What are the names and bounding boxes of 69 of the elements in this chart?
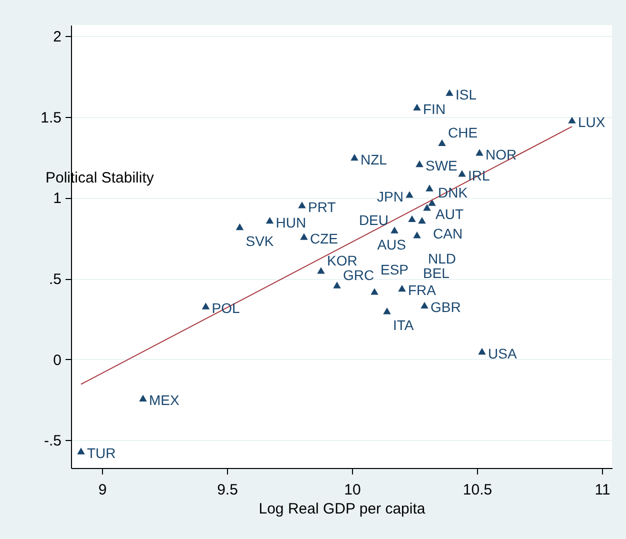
point (418, 216, 426, 224)
point (350, 154, 358, 161)
point (416, 160, 424, 168)
annotation: NOR (486, 146, 517, 162)
annotation: BEL (423, 264, 450, 281)
point (476, 149, 484, 156)
annotation: ESP (380, 261, 409, 278)
point (438, 139, 446, 146)
annotation: FIN (423, 101, 446, 118)
annotation: NLD (428, 250, 456, 266)
y-tick-label: 1 (53, 190, 62, 208)
annotation: GBR (430, 299, 461, 316)
x-tick-label: 11 (594, 482, 610, 498)
point (413, 232, 421, 238)
point (413, 104, 421, 110)
point (236, 223, 244, 230)
annotation: CHE (448, 124, 478, 141)
x-tick-label: 10.5 (462, 482, 492, 498)
point (390, 226, 398, 234)
point (458, 170, 466, 177)
point (77, 448, 85, 454)
point (420, 302, 428, 309)
annotation: USA (488, 345, 518, 362)
annotation: GRC (343, 266, 374, 283)
annotation: SWE (426, 158, 458, 174)
point (428, 199, 436, 206)
point (478, 348, 486, 355)
annotation: MEX (149, 392, 180, 408)
point (398, 284, 406, 292)
annotation: AUT (436, 206, 464, 222)
annotation: JPN (377, 188, 404, 204)
annotation: SVK (246, 232, 274, 249)
y-tick-label: 2 (53, 28, 62, 46)
y-tick-label: -.5 (44, 432, 62, 450)
annotation: DEU (358, 212, 388, 228)
annotation: CZE (310, 230, 338, 246)
annotation: ISL (456, 86, 477, 103)
y-tick-label: 1.5 (40, 109, 62, 126)
annotation: PRT (308, 198, 336, 215)
annotation: NZL (360, 151, 388, 168)
x-tick-label: 9.5 (217, 482, 238, 498)
annotation: KOR (327, 252, 358, 268)
point (202, 302, 210, 310)
point (383, 307, 391, 314)
point (426, 184, 434, 192)
point (446, 89, 454, 96)
point (568, 116, 576, 124)
annotation: TUR (87, 445, 116, 462)
point (300, 233, 308, 240)
x-tick-label: 10 (344, 482, 361, 498)
annotation: FRA (408, 282, 437, 298)
x-axis-title: Log Real GDP per capita (258, 500, 426, 518)
point (408, 215, 416, 222)
point (370, 288, 378, 295)
point (266, 216, 274, 224)
annotation: AUS (377, 236, 406, 253)
annotation: ITA (393, 316, 414, 333)
point (139, 394, 147, 402)
annotation: LUX (578, 114, 606, 130)
point (317, 267, 325, 274)
annotation: HUN (276, 214, 306, 230)
point (406, 191, 414, 198)
y-tick-label: 0 (53, 352, 62, 369)
annotation: CAN (433, 225, 463, 242)
point (423, 204, 431, 211)
point (298, 202, 306, 208)
point (333, 282, 341, 288)
y-tick-label: .5 (48, 271, 62, 288)
x-tick-label: 9 (98, 482, 107, 498)
